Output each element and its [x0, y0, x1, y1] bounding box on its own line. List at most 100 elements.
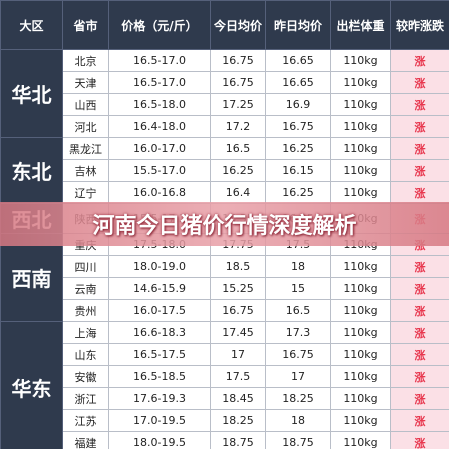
table-row: 安徽 16.5-18.5 17.5 17 110kg 涨 [1, 365, 449, 388]
cell: 江苏 [62, 409, 109, 432]
header-cell: 今日均价 [210, 0, 266, 50]
cell: 涨 [390, 49, 449, 72]
cell: 16.9 [265, 93, 331, 116]
table-row: 云南 14.6-15.9 15.25 15 110kg 涨 [1, 277, 449, 300]
cell: 18 [265, 255, 331, 278]
table-row: 山西 16.5-18.0 17.25 16.9 110kg 涨 [1, 93, 449, 116]
cell: 16.0-17.0 [108, 137, 211, 160]
table-body: 华北 北京 16.5-17.0 16.75 16.65 110kg 涨天津 16.5-17.0… [0, 49, 449, 449]
cell: 18.0-19.0 [108, 255, 211, 278]
header-cell: 较昨涨跌 [390, 0, 449, 50]
cell: 16.5 [210, 137, 266, 160]
cell: 16.75 [265, 115, 331, 138]
cell: 涨 [390, 409, 449, 432]
cell: 16.5-17.0 [108, 71, 211, 94]
cell: 涨 [390, 431, 449, 449]
table-row: 辽宁 16.0-16.8 16.4 16.25 110kg 涨 [1, 181, 449, 204]
cell: 16.5-17.0 [108, 49, 211, 72]
cell: 北京 [62, 49, 109, 72]
cell: 辽宁 [62, 181, 109, 204]
region-cell: 东北 [0, 137, 63, 204]
cell: 涨 [390, 343, 449, 366]
cell: 云南 [62, 277, 109, 300]
cell: 18.25 [210, 409, 266, 432]
cell: 16.6-18.3 [108, 321, 211, 344]
cell: 110kg [330, 277, 391, 300]
cell: 涨 [390, 299, 449, 322]
cell: 16.75 [210, 71, 266, 94]
cell: 110kg [330, 93, 391, 116]
cell: 涨 [390, 321, 449, 344]
cell: 110kg [330, 343, 391, 366]
table-row: 吉林 15.5-17.0 16.25 16.15 110kg 涨 [1, 159, 449, 182]
cell: 涨 [390, 115, 449, 138]
cell: 黑龙江 [62, 137, 109, 160]
cell: 16.25 [265, 137, 331, 160]
cell: 吉林 [62, 159, 109, 182]
cell: 17.25 [210, 93, 266, 116]
cell: 18.5 [210, 255, 266, 278]
cell: 16.25 [210, 159, 266, 182]
cell: 110kg [330, 431, 391, 449]
cell: 18.75 [265, 431, 331, 449]
cell: 110kg [330, 409, 391, 432]
cell: 15.25 [210, 277, 266, 300]
cell: 17.2 [210, 115, 266, 138]
cell: 15.5-17.0 [108, 159, 211, 182]
cell: 17.6-19.3 [108, 387, 211, 410]
cell: 110kg [330, 321, 391, 344]
cell: 山东 [62, 343, 109, 366]
cell: 16.4 [210, 181, 266, 204]
cell: 安徽 [62, 365, 109, 388]
cell: 涨 [390, 387, 449, 410]
cell: 18 [265, 409, 331, 432]
cell: 17.45 [210, 321, 266, 344]
cell: 涨 [390, 255, 449, 278]
cell: 16.75 [210, 49, 266, 72]
cell: 16.25 [265, 181, 331, 204]
header-cell: 昨日均价 [265, 0, 331, 50]
header-cell: 大区 [0, 0, 63, 50]
table-row: 天津 16.5-17.0 16.75 16.65 110kg 涨 [1, 71, 449, 94]
table-row: 贵州 16.0-17.5 16.75 16.5 110kg 涨 [1, 299, 449, 322]
cell: 涨 [390, 137, 449, 160]
cell: 16.5-18.5 [108, 365, 211, 388]
banner-title: 河南今日猪价行情深度解析 [92, 214, 357, 239]
cell: 涨 [390, 277, 449, 300]
region-cell: 西南 [0, 233, 63, 322]
cell: 16.5-18.0 [108, 93, 211, 116]
cell: 18.75 [210, 431, 266, 449]
table-row: 河北 16.4-18.0 17.2 16.75 110kg 涨 [1, 115, 449, 138]
table-row: 华北 北京 16.5-17.0 16.75 16.65 110kg 涨 [0, 49, 449, 138]
table-row: 浙江 17.6-19.3 18.45 18.25 110kg 涨 [1, 387, 449, 410]
cell: 110kg [330, 71, 391, 94]
cell: 上海 [62, 321, 109, 344]
cell: 16.5-17.5 [108, 343, 211, 366]
table-row: 江苏 17.0-19.5 18.25 18 110kg 涨 [1, 409, 449, 432]
cell: 四川 [62, 255, 109, 278]
cell: 16.5 [265, 299, 331, 322]
cell: 110kg [330, 365, 391, 388]
cell: 涨 [390, 159, 449, 182]
cell: 16.4-18.0 [108, 115, 211, 138]
cell: 18.45 [210, 387, 266, 410]
cell: 涨 [390, 93, 449, 116]
cell: 涨 [390, 71, 449, 94]
cell: 110kg [330, 49, 391, 72]
cell: 17.5 [210, 365, 266, 388]
cell: 110kg [330, 159, 391, 182]
cell: 110kg [330, 181, 391, 204]
banner: 河南今日猪价行情深度解析 [0, 202, 449, 246]
cell: 15 [265, 277, 331, 300]
table-row: 东北 黑龙江 16.0-17.0 16.5 16.25 110kg 涨 [0, 137, 449, 204]
table-row: 四川 18.0-19.0 18.5 18 110kg 涨 [1, 255, 449, 278]
cell: 16.75 [265, 343, 331, 366]
cell: 16.65 [265, 49, 331, 72]
cell: 17.3 [265, 321, 331, 344]
table-row: 华东 上海 16.6-18.3 17.45 17.3 110kg 涨 [0, 321, 449, 449]
cell: 山西 [62, 93, 109, 116]
cell: 17 [265, 365, 331, 388]
table-row: 福建 18.0-19.5 18.75 18.75 110kg 涨 [1, 431, 449, 449]
cell: 14.6-15.9 [108, 277, 211, 300]
